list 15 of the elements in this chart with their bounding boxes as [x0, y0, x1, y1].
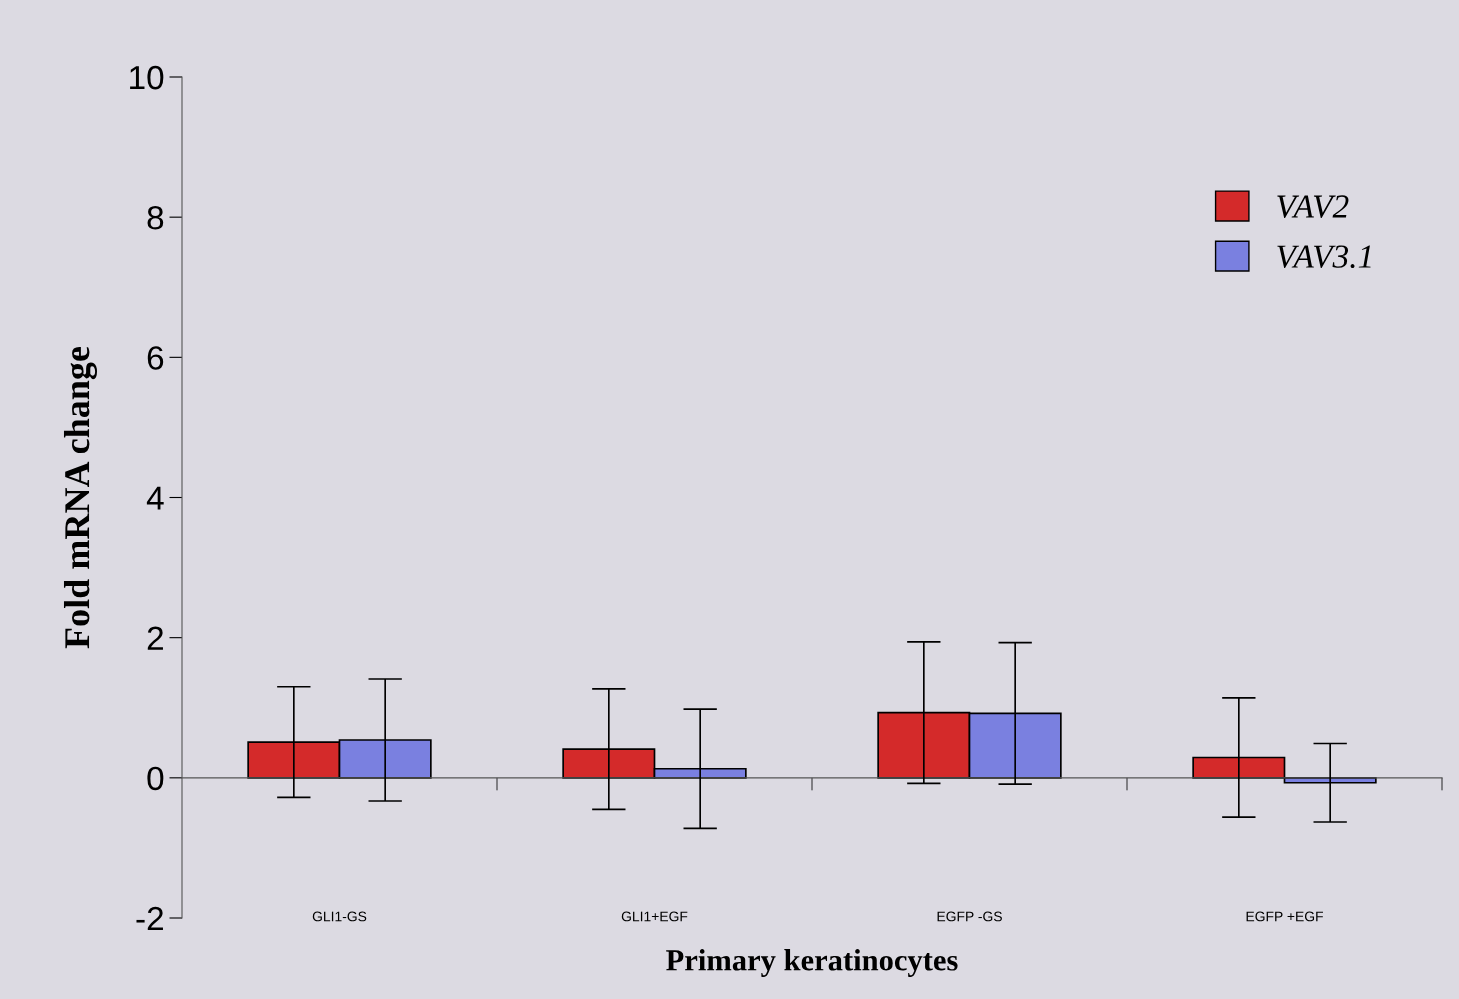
y-tick-label: 10 — [130, 65, 164, 90]
x-axis-title: Primary keratinocytes — [666, 949, 958, 977]
y-tick-label: 2 — [147, 626, 163, 650]
y-tick-label: 8 — [147, 205, 164, 230]
y-tick-label: 4 — [146, 486, 164, 510]
y-tick-label: 6 — [147, 346, 164, 370]
y-tick-label: -2 — [136, 906, 163, 931]
legend-label: VAV2 — [1277, 195, 1349, 218]
x-tick-label: EGFP -GS — [937, 911, 1002, 922]
y-axis-title: Fold mRNA change — [63, 346, 98, 649]
legend-label: VAV3.1 — [1277, 245, 1371, 269]
x-tick-label: GLI1-GS — [312, 911, 367, 922]
x-tick-label: EGFP +EGF — [1246, 911, 1323, 922]
x-tick-label: GLI1+EGF — [621, 911, 688, 922]
y-tick-label: 0 — [147, 766, 164, 791]
